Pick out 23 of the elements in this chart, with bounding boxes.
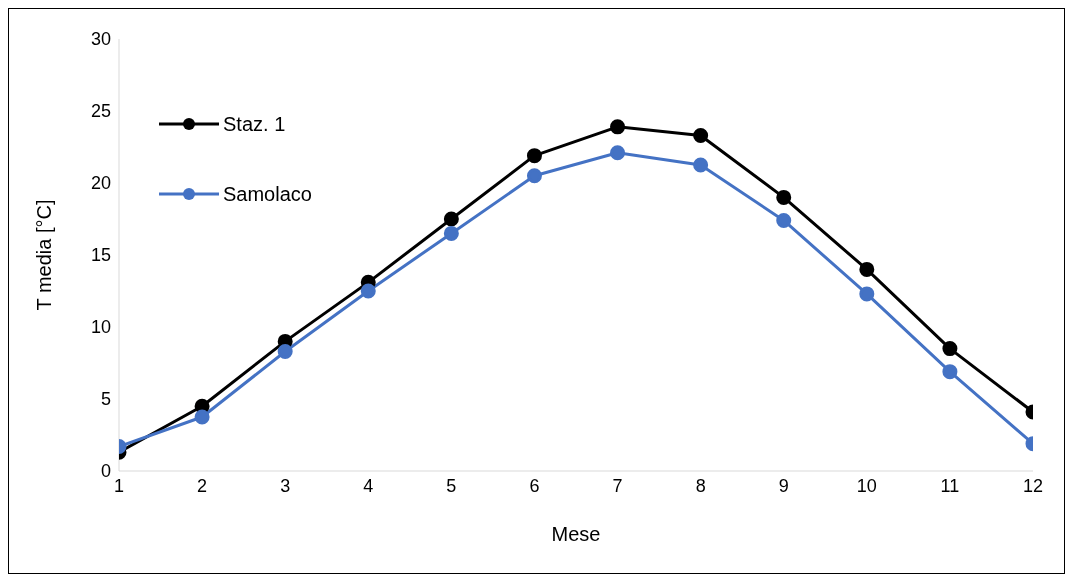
x-tick-label: 2: [197, 475, 208, 496]
x-tick-label: 8: [695, 475, 706, 496]
y-tick-label: 0: [100, 461, 111, 482]
x-tick-label: 3: [280, 475, 291, 496]
x-tick-label: 7: [612, 475, 623, 496]
y-axis-title: T media [°C]: [33, 199, 56, 311]
x-tick-label: 11: [940, 475, 960, 496]
x-tick-label: 4: [363, 475, 374, 496]
y-tick-label: 15: [90, 245, 111, 266]
y-tick-label: 10: [90, 317, 111, 338]
x-tick-label: 5: [446, 475, 457, 496]
y-tick-label: 30: [90, 29, 111, 50]
y-tick-label: 5: [100, 389, 111, 410]
y-tick-label: 20: [90, 173, 111, 194]
x-tick-label: 9: [778, 475, 789, 496]
legend-label: Samolaco: [223, 182, 312, 206]
x-tick-label: 1: [113, 475, 125, 496]
x-tick-label: 10: [856, 475, 877, 496]
legend-label: Staz. 1: [223, 112, 286, 136]
x-tick-label: 6: [529, 475, 540, 496]
x-axis-title: Mese: [551, 523, 601, 545]
y-tick-label: 25: [90, 101, 111, 122]
x-tick-label: 12: [1022, 475, 1044, 496]
